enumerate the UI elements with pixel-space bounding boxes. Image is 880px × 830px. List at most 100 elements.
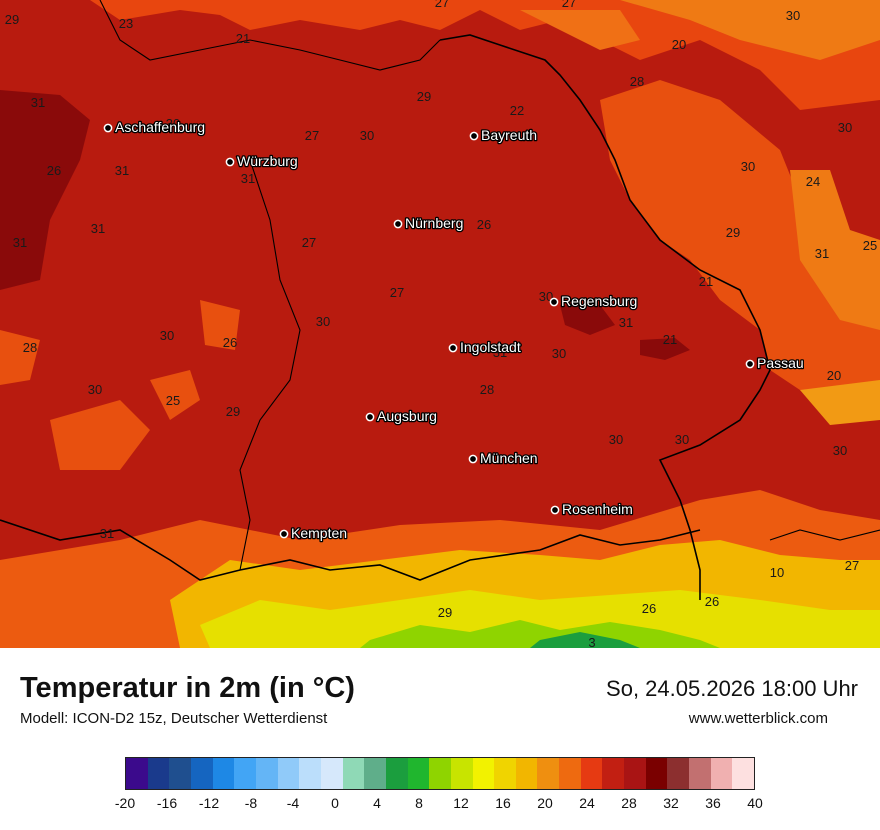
legend-swatch: [169, 758, 191, 789]
city-marker-dot: [549, 297, 559, 307]
legend-swatch: [559, 758, 581, 789]
legend-swatch: [429, 758, 451, 789]
legend-swatch: [234, 758, 256, 789]
city-label: Regensburg: [561, 293, 637, 309]
legend-tick-label: 20: [537, 795, 553, 811]
model-info: Modell: ICON-D2 15z, Deutscher Wetterdie…: [20, 710, 328, 727]
legend-swatch: [255, 758, 278, 789]
temperature-value-label: 31: [91, 221, 105, 236]
legend-tick-label: -8: [244, 795, 258, 811]
temperature-value-label: 21: [236, 31, 250, 46]
city-markers: Aschaffenburg Würzburg Bayreuth Nürnberg Reg…: [103, 118, 805, 542]
city-marker-dot: [225, 157, 235, 167]
legend-tick-label: 8: [415, 795, 423, 811]
temperature-value-label: 23: [119, 16, 133, 31]
city-marker-dot: [550, 505, 560, 515]
border-line-west: [239, 159, 301, 571]
temperature-value-label: 29: [417, 89, 431, 104]
city-label: Passau: [757, 355, 804, 371]
city-marker-dot: [448, 343, 458, 353]
border-line-east: [439, 34, 771, 600]
temperature-value-label: 28: [480, 382, 494, 397]
temperature-value-label: 30: [838, 120, 852, 135]
city-label: Kempten: [291, 525, 347, 541]
legend-tick-label: -4: [286, 795, 300, 811]
map-patch-w4: [200, 300, 240, 350]
legend-tick-label: 16: [495, 795, 511, 811]
city-label: Nürnberg: [405, 215, 463, 231]
map-region-ne-light: [620, 0, 880, 60]
temperature-value-label: 24: [806, 174, 820, 189]
temperature-value-label: 27: [845, 558, 859, 573]
temperature-value-label: 30: [675, 432, 689, 447]
legend-swatch: [342, 758, 365, 789]
legend-tick-label: 40: [747, 795, 763, 811]
city-marker-dot: [103, 123, 113, 133]
temperature-value-label: 26: [47, 163, 61, 178]
city-marker-dot: [393, 219, 403, 229]
legend-swatch: [580, 758, 603, 789]
temperature-value-label: 26: [705, 594, 719, 609]
map-region-west-hot: [0, 90, 90, 290]
legend-swatch: [515, 758, 538, 789]
legend-swatch: [602, 758, 625, 789]
temperature-value-label: 31: [493, 345, 507, 360]
temperature-value-label: 30: [360, 128, 374, 143]
legend-swatch: [689, 758, 711, 789]
legend-swatch: [472, 758, 495, 789]
map-region-north-light: [520, 10, 640, 50]
temperature-value-label: 22: [510, 103, 524, 118]
temperature-value-label: 30: [160, 328, 174, 343]
border-line-austria: [769, 529, 880, 541]
city-marker-dot: [745, 359, 755, 369]
legend-tick-label: 32: [663, 795, 679, 811]
map-canvas: 29 23 27 27 21 30 20 28 29 31 22 30 27 30 30 26 31 31 30 24…: [0, 0, 880, 648]
temperature-value-label: 26: [223, 335, 237, 350]
map-alps-yellow: [200, 590, 880, 648]
temperature-value-label: 31: [815, 246, 829, 261]
legend-swatch: [385, 758, 408, 789]
temperature-value-label: 20: [827, 368, 841, 383]
legend-tick-label: 12: [453, 795, 469, 811]
map-region-passau-light: [800, 380, 880, 425]
temperature-value-label: 10: [770, 565, 784, 580]
temperature-value-label: 20: [672, 37, 686, 52]
temperature-value-label: 30: [166, 116, 180, 131]
city-label: Augsburg: [377, 408, 437, 424]
legend-tick-label: -12: [198, 795, 220, 811]
legend-tick-label: 24: [579, 795, 595, 811]
city-label: München: [480, 450, 538, 466]
temperature-value-label: 29: [226, 404, 240, 419]
map-title: Temperatur in 2m (in °C): [20, 672, 355, 704]
temperature-value-label: 25: [166, 393, 180, 408]
temperature-value-label: 26: [477, 217, 491, 232]
border-line-north: [99, 0, 441, 71]
temperature-value-label: 30: [609, 432, 623, 447]
temperature-value-label: 26: [642, 601, 656, 616]
temperature-value-label: 27: [302, 235, 316, 250]
temperature-value-label: 30: [833, 443, 847, 458]
city-label: Bayreuth: [481, 127, 537, 143]
color-legend: [125, 757, 755, 790]
map-region-north-orange: [90, 0, 880, 110]
map-patch-w1: [0, 330, 40, 385]
temperature-value-label: 31: [619, 315, 633, 330]
legend-swatch: [450, 758, 473, 789]
temperature-value-label: 31: [241, 171, 255, 186]
legend-swatch: [624, 758, 646, 789]
legend-swatch: [645, 758, 668, 789]
temperature-value-label: 31: [13, 235, 27, 250]
temperature-value-label: 21: [663, 332, 677, 347]
website-link[interactable]: www.wetterblick.com: [688, 710, 828, 727]
map-alps-green: [530, 632, 640, 648]
city-label: Würzburg: [237, 153, 298, 169]
city-label: Ingolstadt: [460, 339, 521, 355]
temperature-value-label: 27: [435, 0, 449, 10]
map-region-isar-hot: [640, 338, 690, 360]
temperature-value-label: 27: [390, 285, 404, 300]
city-label: Rosenheim: [562, 501, 633, 517]
map-region-east-light: [790, 170, 880, 330]
legend-swatch: [364, 758, 386, 789]
legend-tick-label: 36: [705, 795, 721, 811]
legend-swatch: [732, 758, 755, 789]
